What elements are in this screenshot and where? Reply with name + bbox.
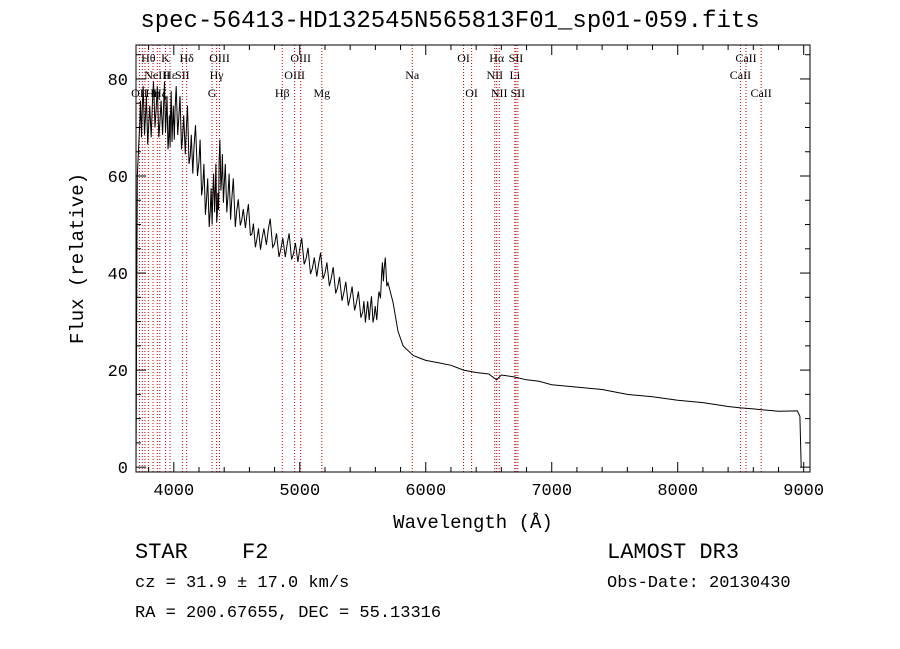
line-label: OI — [457, 51, 470, 65]
x-tick-label: 5000 — [279, 482, 320, 501]
line-label: Hγ — [210, 68, 225, 82]
x-tick-label: 6000 — [405, 482, 446, 501]
line-label: SII — [511, 86, 526, 100]
line-label: CaII — [730, 68, 751, 82]
line-label: Na — [405, 68, 420, 82]
x-tick-label: 4000 — [153, 482, 194, 501]
line-label: Hθ — [141, 51, 156, 65]
line-label: Hβ — [275, 86, 290, 100]
x-tick-label: 9000 — [783, 482, 824, 501]
redshift-cz: cz = 31.9 ± 17.0 km/s — [135, 574, 350, 593]
line-label: OIII — [290, 51, 311, 65]
y-axis-label: Flux (relative) — [67, 173, 89, 344]
y-tick-label: 60 — [108, 169, 128, 188]
ra-dec: RA = 200.67655, DEC = 55.13316 — [135, 604, 442, 623]
x-axis-label: Wavelength (Å) — [393, 512, 553, 534]
line-label: Hδ — [179, 51, 194, 65]
object-subclass: F2 — [242, 540, 269, 565]
object-class: STAR — [135, 540, 188, 565]
spectral-line-labels: OIIHθHηNeIIIHζKHεSIIHδGHγOIIIHβOIIIOIIIM… — [131, 51, 772, 100]
line-label: G — [208, 86, 217, 100]
survey-name: LAMOST DR3 — [607, 540, 740, 565]
line-label: CaII — [750, 86, 771, 100]
axis-ticks: 4000 5000 6000 7000 8000 9000 0 20 40 60 80 — [108, 45, 824, 501]
line-label: SII — [175, 68, 190, 82]
line-label: Mg — [313, 86, 330, 100]
line-label: NII — [491, 86, 508, 100]
chart-title: spec-56413-HD132545N565813F01_sp01-059.f… — [140, 8, 760, 35]
line-label: SII — [509, 51, 524, 65]
y-tick-label: 20 — [108, 363, 128, 382]
x-tick-label: 8000 — [657, 482, 698, 501]
line-label: OI — [465, 86, 478, 100]
y-tick-label: 80 — [108, 72, 128, 91]
line-label: Hε — [163, 68, 177, 82]
line-label: Li — [509, 68, 520, 82]
x-tick-label: 7000 — [531, 482, 572, 501]
line-label: NII — [486, 68, 503, 82]
line-label: NeIII — [144, 68, 170, 82]
line-label: Hα — [489, 51, 505, 65]
observation-date: Obs-Date: 20130430 — [607, 574, 791, 593]
line-label: K — [161, 51, 170, 65]
line-label: CaII — [735, 51, 756, 65]
spectral-line-markers — [138, 45, 762, 472]
y-tick-label: 40 — [108, 266, 128, 285]
line-label: OIII — [209, 51, 230, 65]
spectrum-line — [135, 81, 802, 468]
plot-frame — [135, 44, 811, 473]
y-tick-label: 0 — [118, 460, 128, 479]
line-label: OIII — [284, 68, 305, 82]
